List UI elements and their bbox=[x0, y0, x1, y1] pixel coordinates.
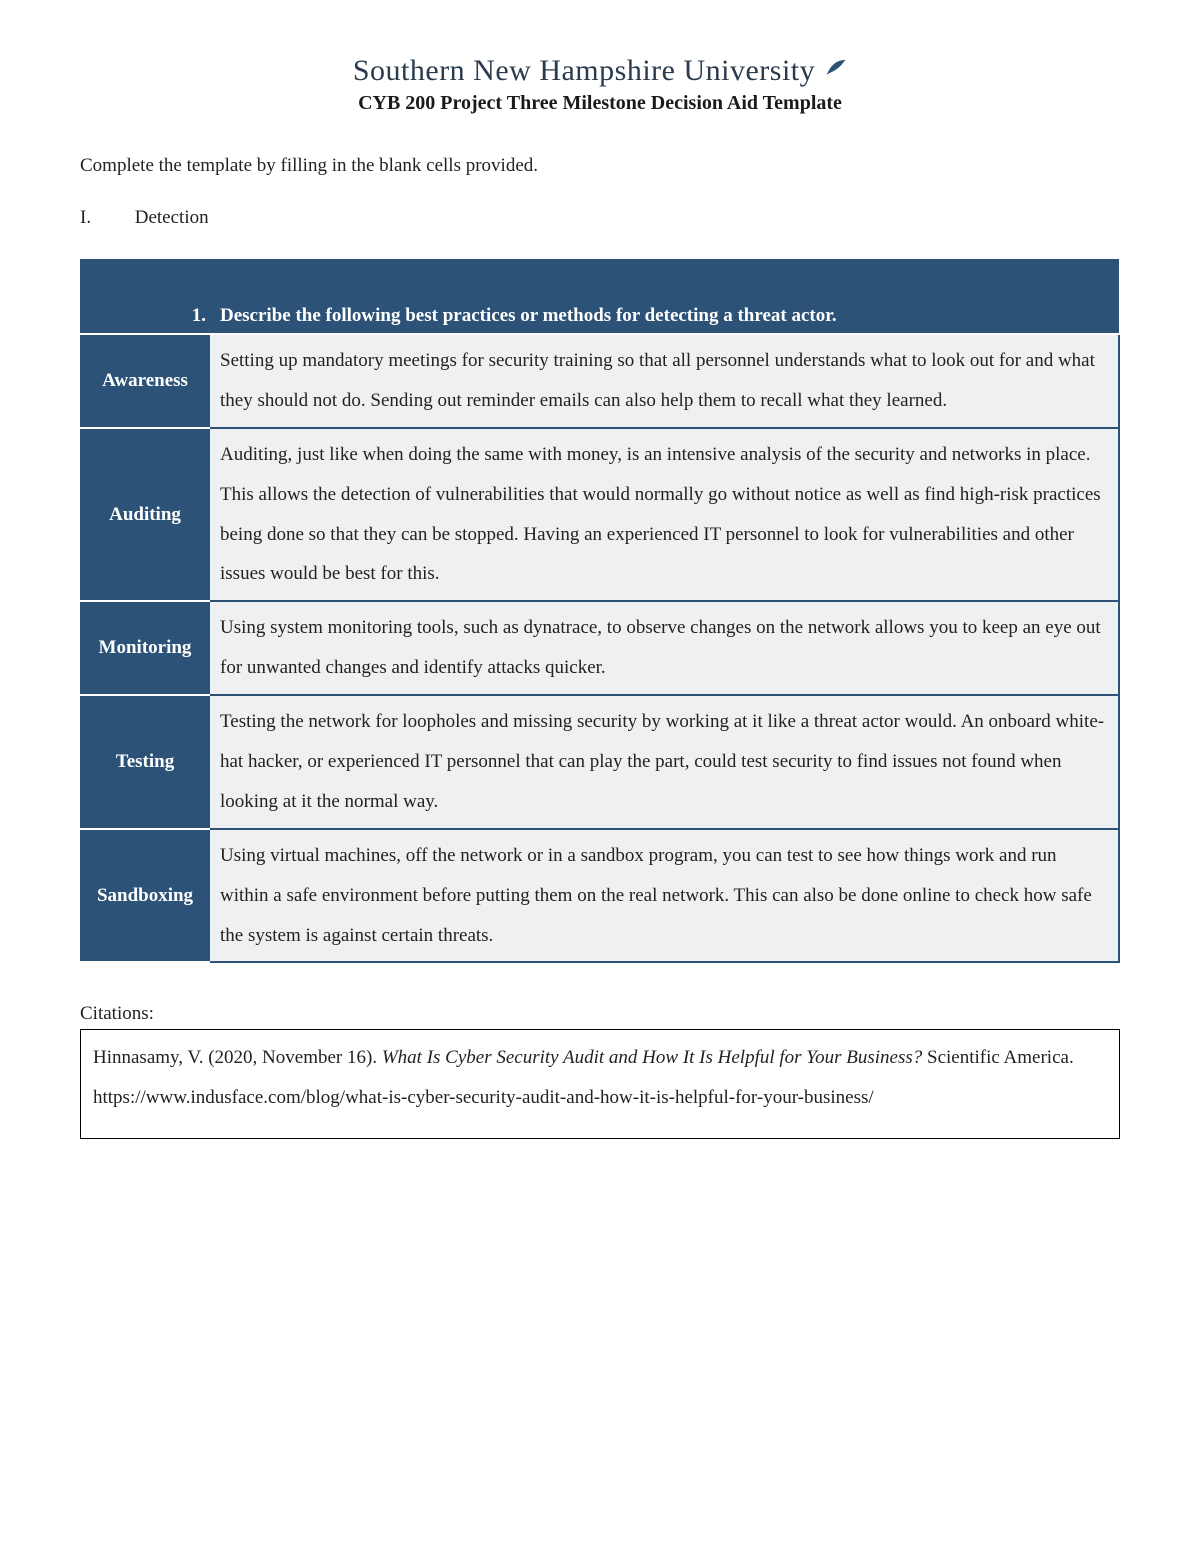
citations-label: Citations: bbox=[80, 1003, 1120, 1025]
row-label: Awareness bbox=[80, 334, 210, 428]
citation-author-date: Hinnasamy, V. (2020, November 16). bbox=[93, 1047, 382, 1068]
row-label: Monitoring bbox=[80, 601, 210, 695]
table-top-spacer bbox=[80, 259, 1119, 299]
section-heading: I. Detection bbox=[80, 207, 1120, 229]
row-content: Auditing, just like when doing the same … bbox=[210, 428, 1119, 602]
table-row: Auditing Auditing, just like when doing … bbox=[80, 428, 1119, 602]
row-content: Using system monitoring tools, such as d… bbox=[210, 601, 1119, 695]
question-number: 1. bbox=[80, 299, 210, 334]
row-content: Testing the network for loopholes and mi… bbox=[210, 695, 1119, 829]
row-content: Setting up mandatory meetings for securi… bbox=[210, 334, 1119, 428]
table-row: Testing Testing the network for loophole… bbox=[80, 695, 1119, 829]
row-label: Sandboxing bbox=[80, 829, 210, 963]
university-name: Southern New Hampshire University bbox=[353, 54, 815, 87]
intro-text: Complete the template by filling in the … bbox=[80, 155, 1120, 177]
document-header: Southern New Hampshire University CYB 20… bbox=[80, 50, 1120, 115]
question-text: Describe the following best practices or… bbox=[210, 299, 1119, 334]
leaf-icon bbox=[825, 50, 847, 84]
document-subtitle: CYB 200 Project Three Milestone Decision… bbox=[80, 92, 1120, 115]
section-name: Detection bbox=[135, 207, 209, 228]
citation-title: What Is Cyber Security Audit and How It … bbox=[382, 1047, 922, 1068]
row-content: Using virtual machines, off the network … bbox=[210, 829, 1119, 963]
row-label: Auditing bbox=[80, 428, 210, 602]
table-row: Awareness Setting up mandatory meetings … bbox=[80, 334, 1119, 428]
citations-box: Hinnasamy, V. (2020, November 16). What … bbox=[80, 1029, 1120, 1139]
table-row: Monitoring Using system monitoring tools… bbox=[80, 601, 1119, 695]
detection-table: 1. Describe the following best practices… bbox=[80, 259, 1120, 963]
row-label: Testing bbox=[80, 695, 210, 829]
section-roman: I. bbox=[80, 207, 130, 229]
table-row: Sandboxing Using virtual machines, off t… bbox=[80, 829, 1119, 963]
table-question-row: 1. Describe the following best practices… bbox=[80, 299, 1119, 334]
university-logo-text: Southern New Hampshire University bbox=[353, 50, 847, 88]
